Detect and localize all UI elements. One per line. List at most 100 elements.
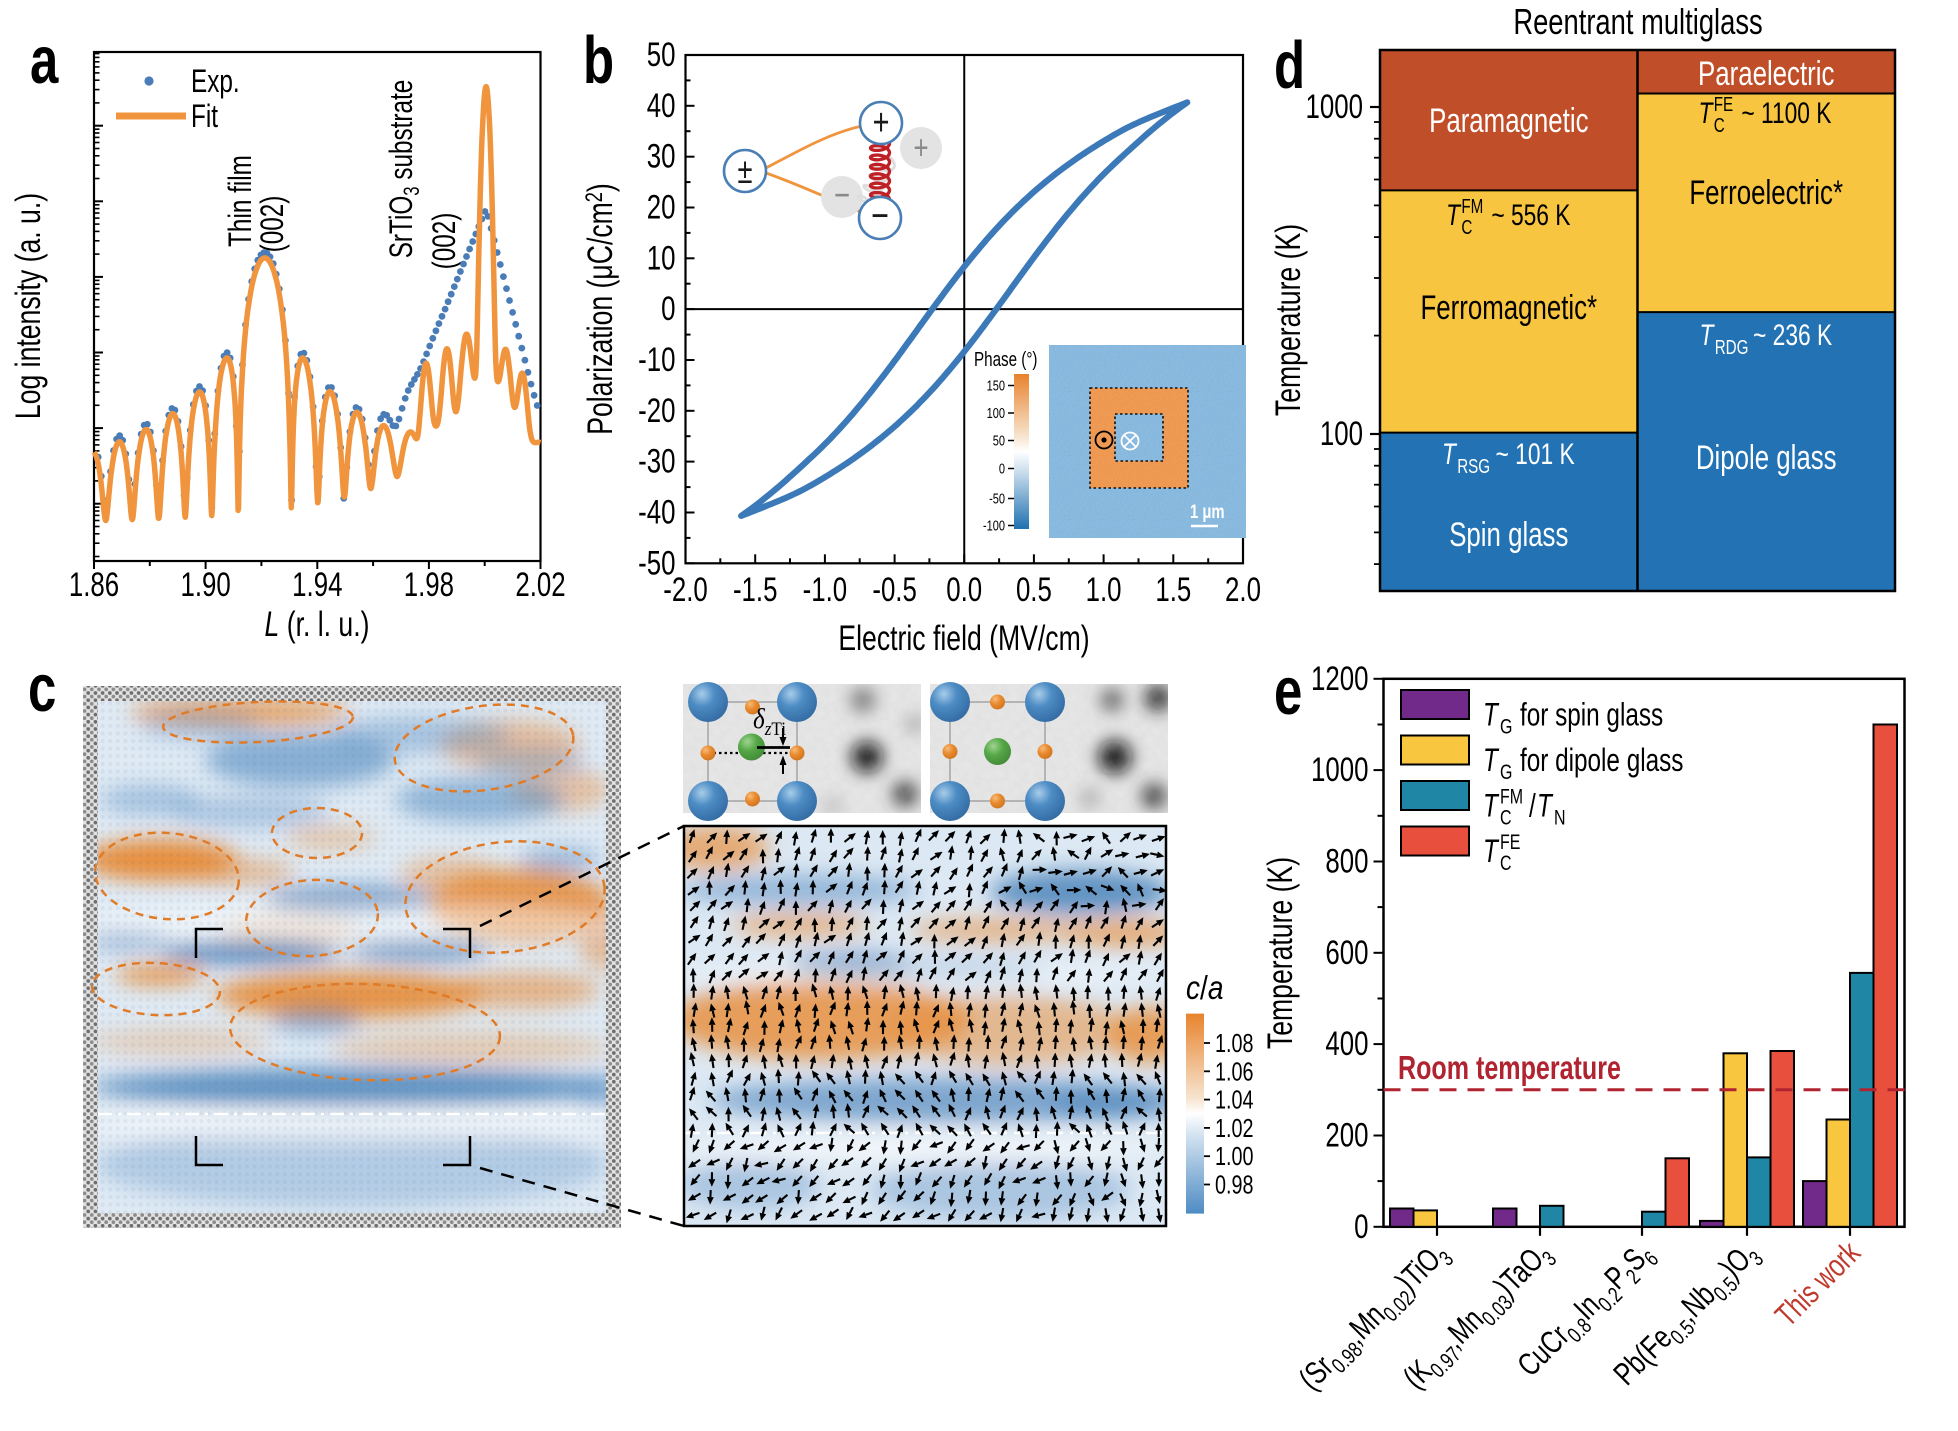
svg-text:Electric field (MV/cm): Electric field (MV/cm) xyxy=(838,618,1089,657)
svg-text:Room temperature: Room temperature xyxy=(1398,1050,1621,1087)
svg-text:1000: 1000 xyxy=(1311,752,1368,789)
svg-text:/: / xyxy=(1529,788,1536,824)
svg-text:Ferromagnetic*: Ferromagnetic* xyxy=(1421,290,1598,327)
svg-text:1200: 1200 xyxy=(1311,661,1368,698)
svg-text:~ 1100 K: ~ 1100 K xyxy=(1735,96,1832,130)
svg-text:1000: 1000 xyxy=(1306,89,1363,126)
svg-text:0.0: 0.0 xyxy=(946,572,982,609)
svg-text:for spin glass: for spin glass xyxy=(1513,697,1663,733)
svg-text:0.98: 0.98 xyxy=(1215,1170,1253,1199)
svg-text:±: ± xyxy=(737,150,752,191)
svg-text:-100: -100 xyxy=(983,517,1005,534)
svg-text:T: T xyxy=(1483,788,1500,824)
svg-text:200: 200 xyxy=(1325,1117,1368,1154)
svg-text:Thin film: Thin film xyxy=(223,155,259,247)
svg-text:-10: -10 xyxy=(638,342,675,379)
svg-text:1.08: 1.08 xyxy=(1215,1028,1253,1057)
svg-text:1.90: 1.90 xyxy=(180,567,230,604)
svg-text:400: 400 xyxy=(1325,1026,1368,1063)
svg-text:for dipole glass: for dipole glass xyxy=(1513,743,1683,779)
svg-text:+: + xyxy=(873,101,890,144)
svg-text:RSG: RSG xyxy=(1457,455,1490,478)
svg-text:~ 556 K: ~ 556 K xyxy=(1485,198,1571,232)
svg-text:b: b xyxy=(583,22,614,97)
svg-text:C: C xyxy=(1461,216,1472,239)
svg-text:~ 236 K: ~ 236 K xyxy=(1747,318,1833,352)
svg-text:FM: FM xyxy=(1461,195,1483,218)
svg-text:-0.5: -0.5 xyxy=(872,572,917,609)
svg-text:T: T xyxy=(1442,437,1457,471)
svg-text:Exp.: Exp. xyxy=(191,64,240,100)
svg-text:0: 0 xyxy=(661,291,675,328)
svg-text:0.5: 0.5 xyxy=(1016,572,1052,609)
svg-text:2.02: 2.02 xyxy=(515,567,565,604)
svg-text:1.98: 1.98 xyxy=(404,567,454,604)
svg-text:-50: -50 xyxy=(989,490,1005,507)
svg-text:-40: -40 xyxy=(638,494,675,531)
svg-text:10: 10 xyxy=(647,240,676,277)
svg-text:-30: -30 xyxy=(638,443,675,480)
svg-text:G: G xyxy=(1500,714,1512,738)
svg-text:(002): (002) xyxy=(255,196,291,253)
svg-text:d: d xyxy=(1274,27,1305,102)
svg-text:1.04: 1.04 xyxy=(1215,1085,1254,1114)
svg-text:c: c xyxy=(28,650,56,725)
svg-text:30: 30 xyxy=(647,138,676,175)
svg-text:100: 100 xyxy=(987,404,1005,421)
svg-text:T: T xyxy=(1537,788,1554,824)
svg-text:-50: -50 xyxy=(638,545,675,582)
svg-text:Temperature (K): Temperature (K) xyxy=(1260,857,1299,1049)
svg-text:20: 20 xyxy=(647,189,676,226)
svg-text:1.94: 1.94 xyxy=(292,567,342,604)
svg-text:a: a xyxy=(30,22,59,97)
svg-text:0: 0 xyxy=(999,460,1005,477)
svg-text:-1.0: -1.0 xyxy=(803,572,848,609)
svg-text:800: 800 xyxy=(1325,843,1368,880)
svg-text:1.02: 1.02 xyxy=(1215,1113,1253,1142)
svg-text:T: T xyxy=(1483,697,1500,733)
svg-text:1.86: 1.86 xyxy=(69,567,119,604)
svg-text:1.06: 1.06 xyxy=(1215,1057,1253,1086)
svg-text:-20: -20 xyxy=(638,393,675,430)
svg-text:−: − xyxy=(834,174,850,215)
svg-text:Paraelectric: Paraelectric xyxy=(1698,56,1834,93)
svg-text:600: 600 xyxy=(1325,935,1368,972)
svg-text:T: T xyxy=(1446,198,1461,232)
svg-text:Temperature (K): Temperature (K) xyxy=(1268,224,1307,416)
svg-text:Spin glass: Spin glass xyxy=(1449,517,1568,554)
svg-text:Paramagnetic: Paramagnetic xyxy=(1429,103,1588,140)
svg-text:C: C xyxy=(1500,805,1512,829)
svg-text:1 μm: 1 μm xyxy=(1190,500,1225,523)
svg-text:50: 50 xyxy=(647,37,676,74)
svg-text:Phase (°): Phase (°) xyxy=(974,348,1037,371)
svg-text:T: T xyxy=(1483,834,1500,870)
svg-text:-1.5: -1.5 xyxy=(733,572,778,609)
svg-text:C: C xyxy=(1714,114,1725,137)
svg-text:Reentrant multiglass: Reentrant multiglass xyxy=(1513,1,1762,42)
svg-text:T: T xyxy=(1700,318,1715,352)
svg-text:150: 150 xyxy=(987,377,1005,394)
svg-text:C: C xyxy=(1500,851,1512,875)
svg-text:2.0: 2.0 xyxy=(1225,572,1261,609)
svg-text:c/a: c/a xyxy=(1186,970,1223,1007)
svg-text:FE: FE xyxy=(1714,93,1734,116)
svg-text:0: 0 xyxy=(1354,1209,1368,1246)
svg-text:40: 40 xyxy=(647,88,676,125)
svg-text:+: + xyxy=(913,130,928,167)
svg-text:SrTiO3 substrate: SrTiO3 substrate xyxy=(384,80,425,259)
svg-text:50: 50 xyxy=(993,432,1005,449)
svg-text:1.5: 1.5 xyxy=(1155,572,1191,609)
svg-text:−: − xyxy=(871,193,889,238)
svg-text:RDG: RDG xyxy=(1715,336,1749,359)
svg-text:Log intensity (a. u.): Log intensity (a. u.) xyxy=(8,193,47,419)
svg-text:Polarization (μC/cm2): Polarization (μC/cm2) xyxy=(580,183,619,435)
svg-text:T: T xyxy=(1699,96,1714,130)
svg-text:(002): (002) xyxy=(427,213,463,270)
svg-text:Ferroelectric*: Ferroelectric* xyxy=(1689,175,1843,212)
svg-text:N: N xyxy=(1554,805,1566,829)
svg-text:1.00: 1.00 xyxy=(1215,1142,1253,1171)
svg-text:1.0: 1.0 xyxy=(1086,572,1122,609)
svg-text:100: 100 xyxy=(1320,416,1363,453)
svg-text:~ 101 K: ~ 101 K xyxy=(1489,437,1575,471)
svg-text:L (r. l. u.): L (r. l. u.) xyxy=(265,604,370,643)
